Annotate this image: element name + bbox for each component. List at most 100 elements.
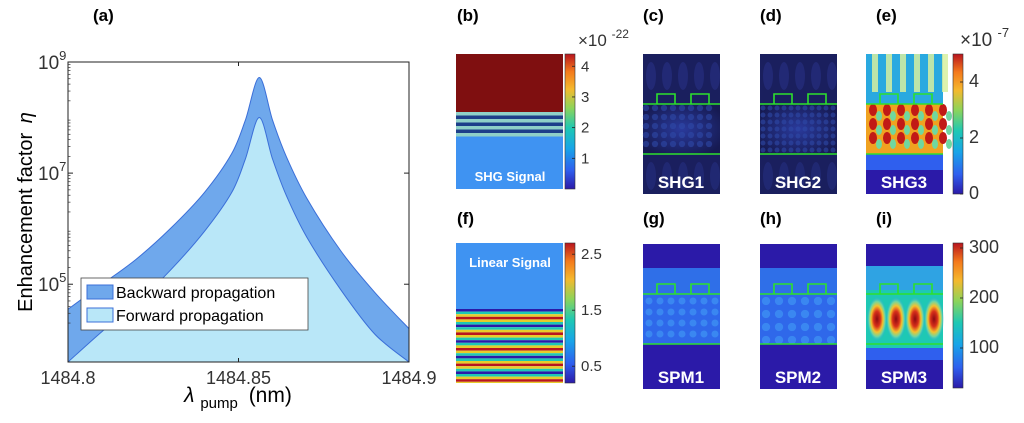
field-lobe: [939, 118, 947, 130]
grating-ridge: [773, 93, 793, 104]
colorbar-f-ticks: 2.5 1.5 0.5: [572, 246, 602, 375]
field-lobe: [700, 308, 708, 316]
field-lobe: [809, 112, 815, 118]
panel-h: (h) SPM2: [760, 209, 837, 389]
field-lobe: [710, 162, 720, 190]
field-stripe: [456, 358, 563, 361]
field-stripe: [456, 381, 563, 383]
field-lobe: [696, 131, 704, 139]
field-lobe: [774, 119, 780, 125]
panel-d: (d) SHG2: [760, 6, 837, 194]
x-tick-label: 1484.85: [206, 368, 271, 388]
field-lobe: [869, 118, 877, 130]
field-hotspot: [905, 297, 925, 341]
field-lobe: [869, 104, 877, 116]
y-tick-label: 109: [38, 48, 66, 74]
field-lobe: [802, 126, 808, 132]
legend-swatch-backward: [86, 284, 114, 300]
colorbar-e-multiplier-base: ×10: [960, 30, 992, 51]
field-lobe: [925, 104, 933, 116]
field-lobe: [830, 112, 836, 118]
field-lobe: [761, 296, 771, 306]
panel-i: (i) SPM3 300 200 100: [866, 209, 999, 389]
colorbar-b-multiplier-base: ×10: [578, 31, 607, 50]
field-lobe: [890, 111, 896, 121]
field-lobe: [904, 111, 910, 121]
field-lobe: [781, 119, 787, 125]
field-stripe: [456, 363, 563, 367]
field-lobe: [687, 104, 695, 112]
field-bottom: [866, 348, 943, 360]
field-lobe: [788, 119, 794, 125]
colorbar-tick-label: 4: [581, 58, 589, 75]
field-lobe: [823, 105, 829, 111]
field-lobe: [779, 162, 789, 190]
field-lobe: [809, 126, 815, 132]
field-lobe: [760, 126, 766, 132]
field-lobe: [802, 112, 808, 118]
field-lobe: [651, 113, 659, 121]
field-lobe: [883, 118, 891, 130]
field-lobe: [667, 330, 675, 338]
field-lobe: [809, 140, 815, 146]
colorbar-e-multiplier: ×10 -7: [960, 25, 1009, 51]
linear-signal-map: [456, 243, 563, 383]
field-stripe: [456, 337, 563, 341]
panel-e-label: (e): [876, 6, 897, 25]
colorbar-tick-label: 2: [581, 120, 589, 137]
field-lobe: [827, 62, 837, 90]
y-tick-base: 10: [38, 275, 59, 296]
field-lobe: [897, 132, 905, 144]
field-lobe: [890, 139, 896, 149]
field-lobe: [656, 319, 664, 327]
band-bottom: [456, 136, 563, 189]
field-lobe: [700, 319, 708, 327]
field-lobe: [823, 140, 829, 146]
field-stripe: [456, 353, 563, 356]
field-lobe: [660, 131, 668, 139]
y-tick-exponent: 7: [59, 159, 66, 174]
field-lobe: [946, 139, 952, 149]
field-lobe: [795, 147, 801, 153]
field-stripe: [928, 54, 934, 92]
x-axis-label-unit: (nm): [249, 384, 292, 407]
colorbar-tick-label: 0: [969, 183, 979, 203]
field-lobe: [646, 162, 656, 190]
field-lobe: [696, 104, 704, 112]
field-hotspot: [886, 297, 906, 341]
field-lobe: [809, 147, 815, 153]
field-lobe: [651, 104, 659, 112]
field-lobe: [678, 308, 686, 316]
field-lobe: [826, 309, 836, 319]
field-lobe: [809, 105, 815, 111]
field-lobe: [774, 133, 780, 139]
field-lobe: [669, 104, 677, 112]
field-lobe: [767, 119, 773, 125]
field-lobe: [774, 105, 780, 111]
panel-f-caption: Linear Signal: [469, 255, 551, 270]
field-lobe: [781, 126, 787, 132]
grating-ridge: [879, 283, 899, 294]
legend-box: [80, 277, 309, 331]
field-lobe: [767, 105, 773, 111]
y-tick-exponent: 9: [59, 48, 66, 63]
colorbar-e: [952, 53, 964, 195]
band-stripe: [456, 122, 563, 126]
field-stripe: [456, 374, 563, 377]
field-lobe: [767, 133, 773, 139]
field-lobe: [781, 140, 787, 146]
field-core: [760, 294, 837, 344]
field-lobe: [678, 104, 686, 112]
field-lobe: [761, 309, 771, 319]
field-lobe: [667, 297, 675, 305]
colorbar-f: [564, 242, 576, 384]
grating-ridge: [913, 93, 933, 104]
field-lobe: [669, 131, 677, 139]
field-lobe: [678, 162, 688, 190]
field-lobe: [696, 140, 704, 148]
field-lobe: [774, 112, 780, 118]
field-lobe: [760, 119, 766, 125]
panel-g: (g) SPM1: [643, 209, 720, 389]
field-lobe: [689, 297, 697, 305]
